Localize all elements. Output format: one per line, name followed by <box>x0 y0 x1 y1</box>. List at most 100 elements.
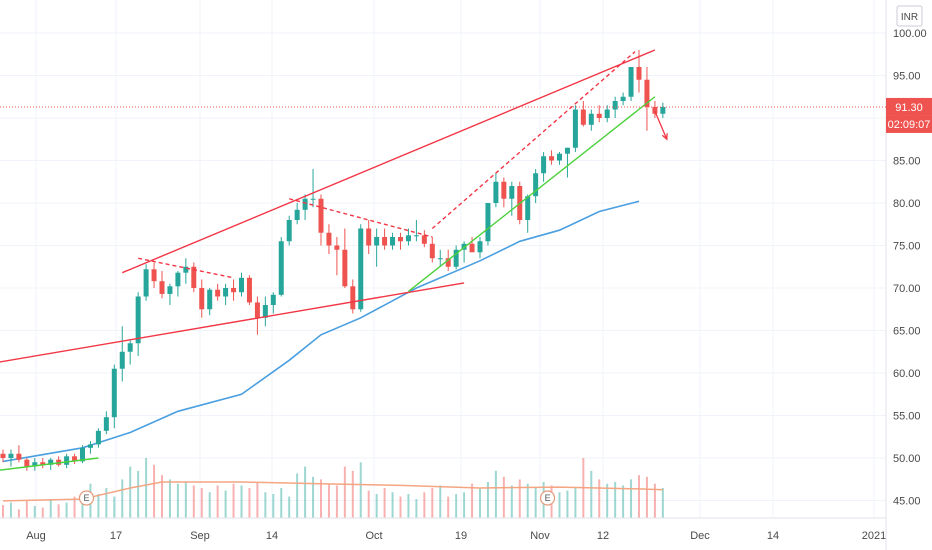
candle-body[interactable] <box>87 444 93 448</box>
trendline[interactable] <box>0 282 465 363</box>
candle-body[interactable] <box>278 241 284 295</box>
candle-body[interactable] <box>437 258 443 260</box>
candle-body[interactable] <box>254 302 260 318</box>
candle-body[interactable] <box>135 296 141 344</box>
candle-body[interactable] <box>24 459 30 467</box>
candle-body[interactable] <box>541 156 547 174</box>
volume-bar <box>598 479 601 518</box>
candle-body[interactable] <box>231 288 237 293</box>
candle-body[interactable] <box>429 243 435 259</box>
candle-body[interactable] <box>453 249 459 267</box>
candle-body[interactable] <box>294 209 300 220</box>
candle-body[interactable] <box>72 456 78 462</box>
candle-body[interactable] <box>405 235 411 242</box>
candle-body[interactable] <box>572 109 578 148</box>
candle-body[interactable] <box>32 462 38 467</box>
candle-body[interactable] <box>421 235 427 244</box>
candle-body[interactable] <box>469 243 475 253</box>
candle-body[interactable] <box>16 453 22 460</box>
trendline[interactable] <box>0 457 99 471</box>
candle-body[interactable] <box>580 109 586 125</box>
candle-body[interactable] <box>310 198 316 200</box>
candle-body[interactable] <box>223 288 229 297</box>
earnings-label: E <box>545 493 551 503</box>
candle-body[interactable] <box>390 237 396 246</box>
candle-body[interactable] <box>215 289 221 297</box>
candle-body[interactable] <box>612 101 618 110</box>
candle-body[interactable] <box>246 277 252 303</box>
volume-ma-line <box>2 481 663 502</box>
candle-body[interactable] <box>318 198 324 233</box>
candle-body[interactable] <box>533 173 539 197</box>
candle-body[interactable] <box>80 447 85 462</box>
candle-body[interactable] <box>493 181 499 203</box>
candle-body[interactable] <box>207 289 213 310</box>
candle-body[interactable] <box>199 288 205 310</box>
candle-body[interactable] <box>103 417 109 431</box>
dashed-trendline[interactable] <box>138 257 234 279</box>
candle-body[interactable] <box>374 237 380 246</box>
candle-body[interactable] <box>557 153 562 161</box>
candle-body[interactable] <box>413 235 419 237</box>
candle-body[interactable] <box>191 266 197 288</box>
candles[interactable] <box>0 50 666 471</box>
candle-body[interactable] <box>652 106 658 114</box>
candle-body[interactable] <box>0 453 6 458</box>
candle-body[interactable] <box>620 96 626 101</box>
trendline[interactable] <box>121 49 656 274</box>
trendlines[interactable] <box>0 49 656 471</box>
candle-body[interactable] <box>501 181 507 199</box>
volume-bar <box>49 499 52 518</box>
candle-body[interactable] <box>175 272 181 287</box>
candle-body[interactable] <box>509 186 515 199</box>
candle-body[interactable] <box>382 237 388 246</box>
candle-body[interactable] <box>151 269 157 282</box>
dashed-trendline[interactable] <box>431 51 636 230</box>
candle-body[interactable] <box>604 109 610 119</box>
volume-bar <box>184 482 187 518</box>
candle-body[interactable] <box>127 343 133 352</box>
candle-body[interactable] <box>342 249 348 287</box>
candle-body[interactable] <box>95 430 101 445</box>
candle-body[interactable] <box>143 269 149 297</box>
candle-body[interactable] <box>167 286 173 294</box>
candle-body[interactable] <box>326 232 332 246</box>
candle-body[interactable] <box>596 113 602 118</box>
earnings-marker[interactable] <box>539 490 556 506</box>
candle-body[interactable] <box>40 462 46 465</box>
candle-body[interactable] <box>334 245 340 250</box>
candle-body[interactable] <box>270 294 276 305</box>
candle-body[interactable] <box>286 220 292 242</box>
candle-body[interactable] <box>588 113 594 125</box>
candle-body[interactable] <box>366 228 372 246</box>
candle-body[interactable] <box>302 198 308 210</box>
candle-body[interactable] <box>350 286 356 310</box>
candle-body[interactable] <box>549 156 555 161</box>
currency-box[interactable] <box>896 5 923 27</box>
candle-body[interactable] <box>644 79 650 107</box>
candle-body[interactable] <box>525 196 531 220</box>
trendline[interactable] <box>408 96 656 292</box>
candle-body[interactable] <box>485 203 491 242</box>
candle-body[interactable] <box>239 277 244 293</box>
candle-body[interactable] <box>262 305 268 318</box>
candle-body[interactable] <box>358 228 364 310</box>
candle-body[interactable] <box>628 67 634 97</box>
candle-body[interactable] <box>64 456 70 465</box>
candle-body[interactable] <box>398 237 403 242</box>
candle-body[interactable] <box>119 351 125 369</box>
candle-body[interactable] <box>183 266 189 273</box>
candle-body[interactable] <box>111 368 117 418</box>
earnings-marker[interactable] <box>78 490 95 506</box>
candle-body[interactable] <box>8 453 14 458</box>
dashed-trendline[interactable] <box>289 198 433 238</box>
candle-body[interactable] <box>636 67 642 80</box>
candle-body[interactable] <box>159 281 165 294</box>
candle-body[interactable] <box>477 241 483 253</box>
candle-body[interactable] <box>48 459 54 465</box>
candle-body[interactable] <box>445 258 451 267</box>
candle-body[interactable] <box>564 147 570 154</box>
candle-body[interactable] <box>660 106 666 114</box>
volume-bar <box>367 490 370 518</box>
